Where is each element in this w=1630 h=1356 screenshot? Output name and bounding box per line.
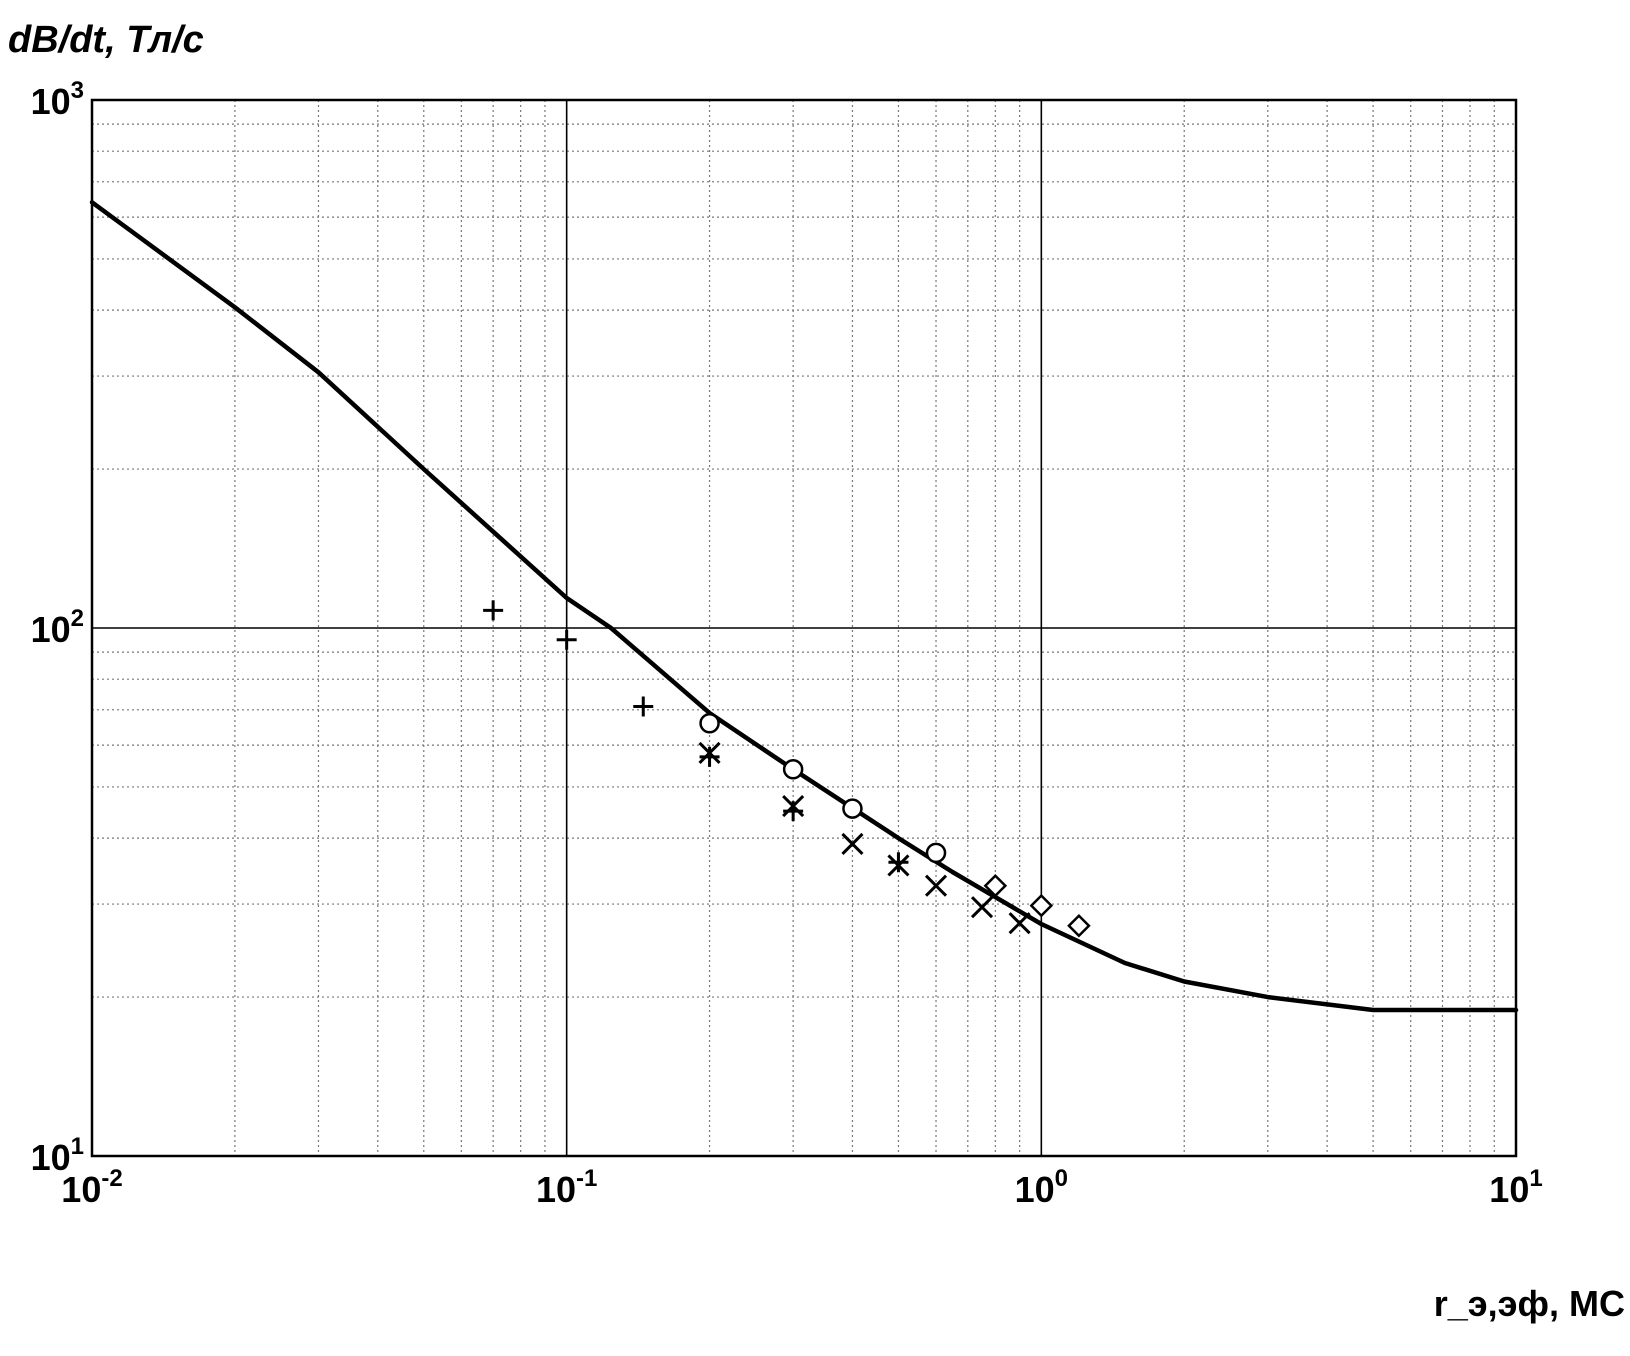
x-tick-label: 10-1 <box>536 1165 597 1210</box>
plus-marker <box>699 746 720 767</box>
tick-labels: 10-2 10-1 100 101 101 102 103 <box>31 77 1543 1210</box>
x-marker <box>924 874 948 897</box>
x-tick-label: 101 <box>1489 1165 1542 1210</box>
x-marker <box>782 795 805 818</box>
x-marker <box>1008 912 1031 935</box>
x-marker <box>841 832 864 855</box>
circle-marker <box>925 842 947 864</box>
plus-marker <box>556 629 577 650</box>
x-marker <box>970 896 994 919</box>
plot-frame <box>90 98 1518 1158</box>
x-marker <box>887 854 910 877</box>
y-tick-label: 102 <box>31 605 84 650</box>
y-tick-label: 101 <box>31 1133 84 1178</box>
x-axis-label: r_э,эф, МС <box>1434 1283 1625 1324</box>
x-marker <box>698 741 721 764</box>
diamond-marker <box>1029 893 1054 918</box>
y-axis-label: dB/dt, Тл/с <box>8 19 204 61</box>
y-tick-label: 103 <box>31 77 84 122</box>
x-tick-label: 10-2 <box>61 1165 122 1210</box>
diamond-marker <box>1067 913 1091 938</box>
circle-marker <box>782 759 804 780</box>
plus-marker <box>483 600 504 621</box>
circle-marker <box>699 713 720 734</box>
plus-marker <box>888 852 909 873</box>
data-layer <box>89 200 1519 1013</box>
circle-marker <box>842 798 863 819</box>
plus-marker <box>633 696 654 717</box>
x-tick-label: 100 <box>1015 1165 1068 1210</box>
diamond-marker <box>983 873 1008 898</box>
